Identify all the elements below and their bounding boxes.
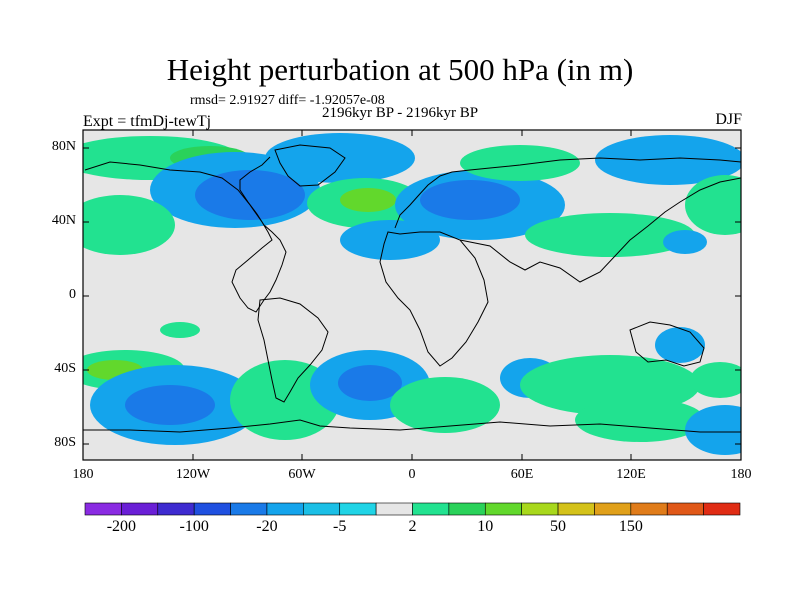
anomaly-negative-australia xyxy=(655,327,705,363)
coastlines xyxy=(83,144,741,433)
colorbar-label: 10 xyxy=(477,518,494,535)
anomaly-positive-tropical-pacific xyxy=(160,322,200,338)
anomaly-fields xyxy=(83,133,741,455)
anomaly-negative-south-pacific-core xyxy=(125,385,215,425)
lat-tick-label: 80S xyxy=(54,435,76,450)
coast-north-america xyxy=(84,156,287,313)
colorbar-swatch xyxy=(230,502,268,516)
anomaly-positive-southern-ocean xyxy=(575,398,705,442)
lon-tick-label: 60E xyxy=(510,467,534,482)
map-title: Height perturbation at 500 hPa (in m) xyxy=(166,52,634,87)
colorbar-swatch xyxy=(84,502,122,516)
lat-tick-label: 0 xyxy=(69,287,76,302)
anomaly-negative-japan xyxy=(663,230,707,254)
anomaly-negative-east-siberia xyxy=(595,135,741,185)
rmsd-diff-stats: rmsd= 2.91927 diff= -1.92057e-08 xyxy=(190,93,385,108)
colorbar-swatch xyxy=(121,502,159,516)
lon-tick-label: 120E xyxy=(616,467,646,482)
season-label: DJF xyxy=(715,111,742,128)
tick-marks xyxy=(82,130,742,460)
colorbar-label: -20 xyxy=(256,518,278,535)
anomaly-positive-siberia xyxy=(460,145,580,181)
coast-asia xyxy=(459,177,741,283)
lon-tick-label: 120W xyxy=(175,467,211,482)
coast-africa xyxy=(379,231,489,367)
anomaly-negative-greenland-core xyxy=(195,170,305,220)
colorbar-swatch xyxy=(303,502,341,516)
colorbar-swatch xyxy=(703,502,741,516)
lon-tick-label: 180 xyxy=(72,467,94,482)
colorbar-swatch xyxy=(339,502,377,516)
colorbar-swatch xyxy=(630,502,668,516)
anomaly-positive-ross-sea xyxy=(690,362,741,398)
colorbar-swatch xyxy=(666,502,704,516)
colorbar-swatch xyxy=(157,502,195,516)
colorbar-swatch xyxy=(448,502,486,516)
coast-europe xyxy=(394,157,741,229)
colorbar xyxy=(84,502,741,516)
coast-south-america xyxy=(257,297,329,403)
colorbar-swatch xyxy=(266,502,304,516)
colorbar-label: -5 xyxy=(333,518,347,535)
anomaly-negative-south-atlantic-core xyxy=(338,365,402,401)
period-label: 2196kyr BP - 2196kyr BP xyxy=(322,105,479,121)
coast-antarctica xyxy=(83,419,741,433)
anomaly-positive-south-africa xyxy=(390,377,500,433)
anomaly-negative-europe-core xyxy=(420,180,520,220)
anomaly-negative-antarctica xyxy=(685,405,741,455)
lat-tick-label: 40N xyxy=(51,213,76,228)
colorbar-swatch xyxy=(484,502,522,516)
colorbar-label: 150 xyxy=(618,518,643,535)
anomaly-negative-iberia xyxy=(340,220,440,260)
colorbar-label: -200 xyxy=(106,518,137,535)
colorbar-label: 50 xyxy=(550,518,567,535)
experiment-label: Expt = tfmDj-tewTj xyxy=(83,113,212,130)
lat-tick-label: 80N xyxy=(51,139,76,154)
lon-tick-label: 0 xyxy=(408,467,416,482)
lat-tick-label: 40S xyxy=(54,361,76,376)
anomaly-positive-central-asia xyxy=(525,213,695,257)
colorbar-swatch xyxy=(412,502,450,516)
coast-greenland xyxy=(274,144,346,187)
anomaly-positive-mid-atlantic-core xyxy=(340,188,396,212)
colorbar-swatch xyxy=(557,502,595,516)
colorbar-swatch xyxy=(375,502,413,516)
colorbar-swatch xyxy=(193,502,231,516)
colorbar-label: -100 xyxy=(179,518,209,535)
anomaly-positive-north-pacific-east xyxy=(685,175,741,235)
colorbar-swatch xyxy=(594,502,632,516)
colorbar-label: 2 xyxy=(408,518,417,535)
colorbar-swatch xyxy=(521,502,559,516)
lon-tick-label: 60W xyxy=(288,467,316,482)
coast-australia xyxy=(629,321,705,367)
anomaly-positive-north-pacific-west xyxy=(83,195,175,255)
lon-tick-label: 180 xyxy=(730,467,752,482)
